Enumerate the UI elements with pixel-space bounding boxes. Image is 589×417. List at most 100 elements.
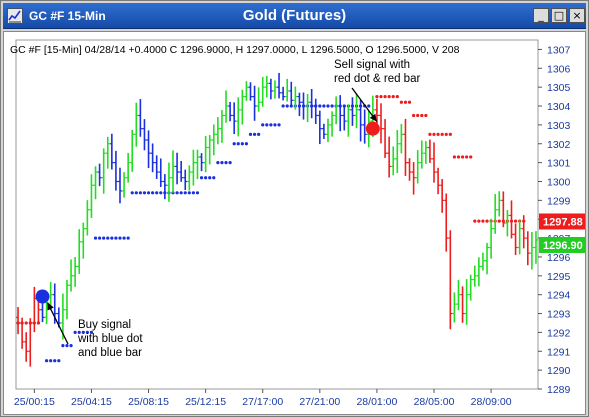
trailing-stop-dot [98,236,102,240]
x-tick-label: 27/17:00 [242,396,283,408]
trailing-stop-dot [322,104,326,108]
y-tick-label: 1301 [547,158,571,170]
trailing-stop-dot [73,330,77,335]
y-tick-label: 1295 [547,271,571,283]
trailing-stop-dot [199,176,204,180]
trailing-stop-dot [269,123,273,127]
buy-annotation-text: with blue dot [77,333,143,345]
trailing-stop-dot [497,219,501,223]
trailing-stop-dot [395,94,399,99]
buy-arrow-head [47,302,54,311]
y-tick-label: 1305 [547,82,571,94]
trailing-stop-dot [89,330,94,335]
sell-annotation-text: red dot & red bar [334,73,420,85]
trailing-stop-dot [151,191,155,195]
trailing-stop-dot [485,219,489,223]
chart-app-icon[interactable] [7,8,23,24]
trailing-stop-dot [252,132,257,136]
trailing-stop-dot [155,191,159,195]
trailing-stop-dot [513,219,518,223]
trailing-stop-dot [130,191,134,195]
y-tick-label: 1291 [547,346,571,358]
trailing-stop-dot [224,161,228,165]
trailing-stop-dot [416,113,420,118]
trailing-stop-dot [44,359,49,363]
y-tick-label: 1303 [547,120,571,132]
plot-border [15,39,539,390]
trailing-stop-dot [142,191,147,195]
trailing-stop-dot [330,104,334,108]
trailing-stop-dot [403,100,408,104]
trailing-stop-dot [204,176,208,180]
trailing-stop-dot [436,132,440,136]
chart-area[interactable]: 1289129012911292129312941295129612971298… [3,31,586,415]
trailing-stop-dot [248,132,253,136]
x-tick-label: 28/05:00 [414,396,455,408]
trailing-stop-dot [220,161,224,165]
trailing-stop-dot [387,94,391,99]
y-tick-label: 1304 [547,101,571,113]
x-tick-label: 27/21:00 [299,396,340,408]
trailing-stop-dot [412,113,416,118]
trailing-stop-dot [273,123,277,127]
trailing-stop-dot [183,191,187,195]
trailing-stop-dot [195,191,200,195]
trailing-stop-dot [240,142,244,146]
trailing-stop-dot [126,236,130,240]
trailing-stop-dot [465,155,469,159]
trailing-stop-dot [440,132,444,136]
minimize-button[interactable]: _ [533,8,549,23]
trailing-stop-dot [102,236,106,240]
trailing-stop-dot [244,142,249,146]
trailing-stop-dot [175,191,179,195]
y-tick-label: 1293 [547,309,571,321]
close-button[interactable]: × [569,8,585,23]
last-price-value: 1297.88 [543,216,583,228]
title-bar[interactable]: GC #F 15-Min Gold (Futures) _ □ × [3,3,586,29]
y-tick-label: 1290 [547,365,571,377]
trailing-stop-dot [138,191,142,195]
y-tick-label: 1300 [547,176,571,188]
trailing-stop-dot [179,191,183,195]
trailing-stop-dot [432,132,436,136]
x-tick-label: 28/01:00 [356,396,397,408]
trailing-stop-dot [473,219,477,223]
trailing-stop-dot [477,219,481,223]
trailing-stop-dot [424,113,428,118]
window-title: GC #F 15-Min [29,9,106,23]
x-tick-label: 25/12:15 [185,396,226,408]
trailing-stop-dot [77,330,81,335]
last-price-tag [539,213,585,230]
trailing-stop-dot [460,155,465,159]
trailing-stop-dot [326,104,330,108]
trailing-stop-dot [261,123,265,127]
trailing-stop-dot [212,176,216,180]
maximize-button[interactable]: □ [551,8,567,23]
chart-header-readout: GC #F [15-Min] 04/28/14 +0.4000 C 1296.9… [10,44,460,56]
trailing-stop-dot [285,104,289,108]
trailing-stop-dot [118,236,122,240]
trailing-stop-dot [452,155,456,159]
trailing-stop-dot [65,344,69,348]
sell-annotation-text: Sell signal with [334,59,410,71]
trailing-stop-dot [257,132,261,136]
trailing-stop-dot [81,330,85,335]
trailing-stop-dot [277,123,281,127]
last-price-tag [539,236,585,253]
trailing-stop-dot [61,344,65,348]
trailing-stop-dot [146,191,151,195]
trailing-stop-dot [208,176,212,180]
trailing-stop-dot [265,123,269,127]
buy-annotation-text: and blue bar [78,347,142,359]
trailing-stop-dot [216,161,220,165]
buy-annotation-text: Buy signal [78,319,131,331]
trailing-stop-dot [481,219,485,223]
trailing-stop-dot [122,236,126,240]
trailing-stop-dot [93,236,98,240]
last-price-value: 1296.90 [543,240,583,252]
price-chart[interactable]: 1289129012911292129312941295129612971298… [4,32,585,414]
trailing-stop-dot [85,330,89,335]
sell-signal-dot [365,121,380,136]
y-tick-label: 1289 [547,384,571,396]
